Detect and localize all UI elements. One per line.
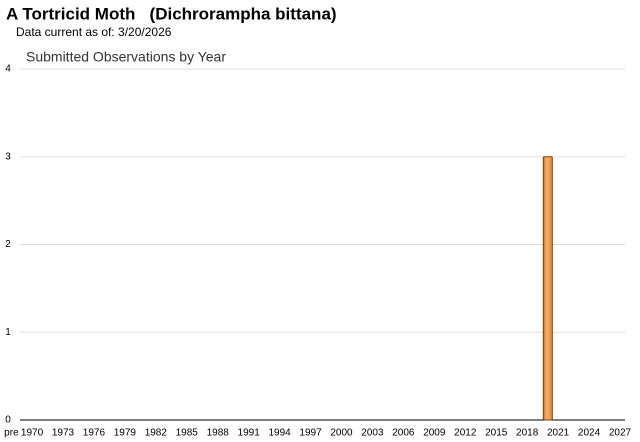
x-tick-label: 2015 [485, 428, 508, 439]
x-tick-label: 2000 [330, 428, 353, 439]
x-tick-label: 2027 [609, 428, 632, 439]
x-tick-label: 1973 [52, 428, 75, 439]
x-tick-label: 2021 [547, 428, 570, 439]
x-tick-label: 1976 [83, 428, 106, 439]
x-tick-label: 1991 [238, 428, 261, 439]
y-tick-label: 0 [5, 415, 11, 426]
x-tick-label: 1979 [114, 428, 137, 439]
y-tick-label: 1 [5, 327, 11, 338]
x-tick-label: 1994 [268, 428, 291, 439]
page-title: A Tortricid Moth (Dichrorampha bittana) [6, 4, 337, 23]
x-tick-label: 1970 [21, 428, 44, 439]
x-tick-label: 2024 [578, 428, 601, 439]
y-tick-label: 2 [5, 239, 11, 250]
chart-title: Submitted Observations by Year [26, 49, 226, 65]
bar [542, 156, 553, 421]
x-tick-label: 2009 [423, 428, 446, 439]
x-tick-label: 1985 [176, 428, 199, 439]
x-tick-label: 1997 [299, 428, 322, 439]
y-tick-label: 4 [5, 64, 11, 75]
x-tick-label: pre [4, 428, 19, 439]
x-tick-label: 2018 [516, 428, 539, 439]
x-tick-label: 1988 [207, 428, 230, 439]
y-tick-label: 3 [5, 151, 11, 162]
x-tick-label: 1982 [145, 428, 168, 439]
x-tick-label: 2012 [454, 428, 477, 439]
x-tick-label: 2006 [392, 428, 415, 439]
data-date: Data current as of: 3/20/2026 [16, 25, 172, 39]
x-tick-label: 2003 [361, 428, 384, 439]
